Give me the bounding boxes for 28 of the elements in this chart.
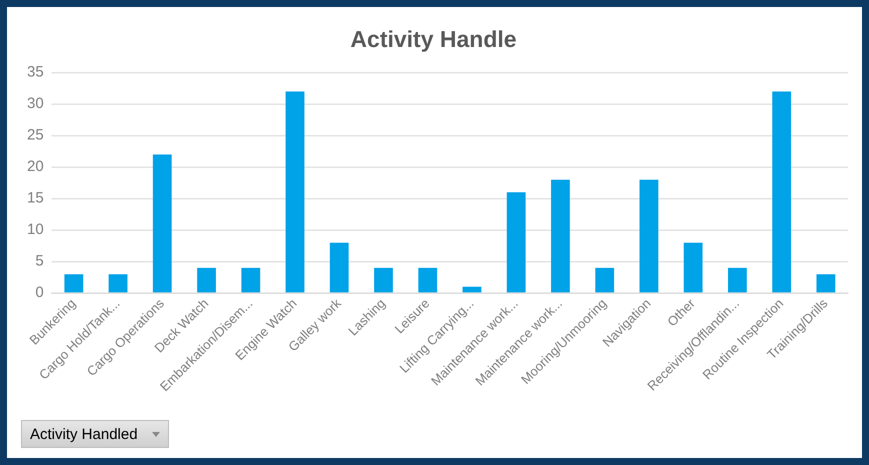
bar xyxy=(152,154,172,292)
bar xyxy=(816,274,836,292)
y-tick-label: 10 xyxy=(26,221,44,238)
bar xyxy=(197,268,216,292)
bar xyxy=(506,192,526,292)
bar xyxy=(551,180,570,292)
y-tick-label: 35 xyxy=(26,64,44,81)
bar xyxy=(418,268,438,292)
bar xyxy=(684,242,703,292)
y-tick-label: 0 xyxy=(35,284,44,302)
bar xyxy=(241,268,260,292)
bar xyxy=(728,268,747,292)
y-tick-label: 20 xyxy=(26,158,44,176)
bar xyxy=(595,268,614,292)
y-tick-label: 30 xyxy=(26,95,44,112)
bar xyxy=(640,180,658,292)
bar xyxy=(286,92,304,292)
chart-title: Activity Handle xyxy=(350,26,517,52)
bar xyxy=(374,268,393,292)
bar xyxy=(108,274,128,292)
bar xyxy=(64,274,84,292)
bar xyxy=(462,286,482,292)
y-tick-label: 15 xyxy=(26,190,44,207)
bar xyxy=(330,242,349,292)
text: Activity Handled xyxy=(30,426,138,442)
y-tick-label: 25 xyxy=(26,126,44,144)
bar xyxy=(772,92,792,292)
y-tick-label: 5 xyxy=(35,252,44,270)
